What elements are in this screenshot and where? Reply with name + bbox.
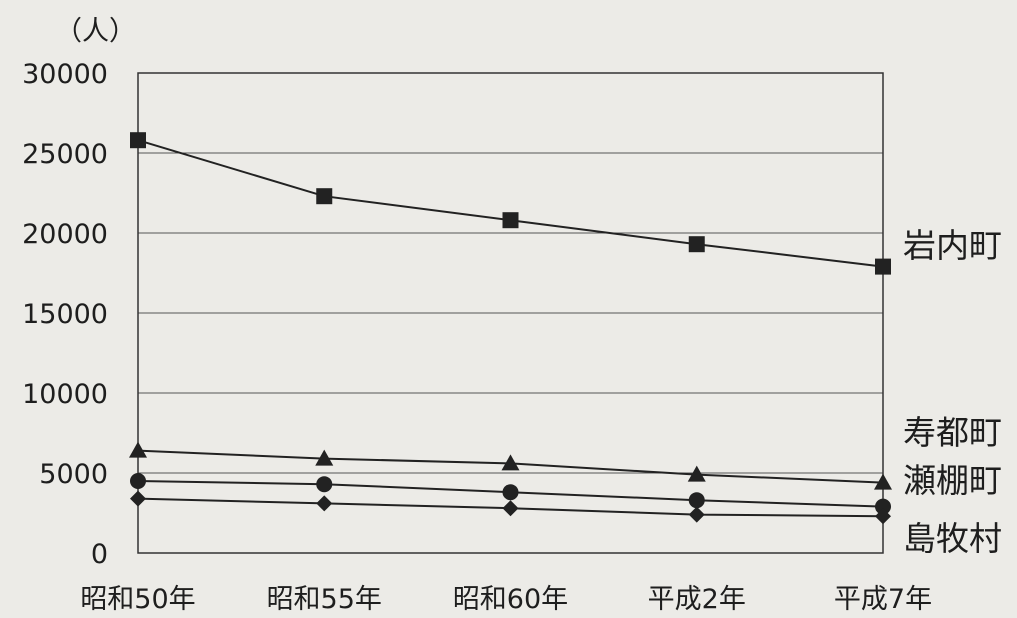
y-axis-unit-label: （人） [55, 16, 136, 47]
x-tick-label: 昭和55年 [267, 584, 382, 615]
diamond-marker [316, 495, 333, 512]
diamond-marker [502, 500, 519, 517]
y-axis-ticks: 30000 25000 20000 15000 10000 5000 0 [22, 59, 108, 570]
series-diamond [130, 490, 891, 525]
plot-area [137, 72, 884, 554]
square-marker [316, 188, 333, 205]
diamond-marker [688, 506, 705, 523]
circle-marker [130, 473, 146, 489]
circle-marker [316, 476, 333, 493]
x-tick-label: 平成2年 [648, 584, 746, 615]
triangle-marker [315, 449, 334, 466]
circle-marker [688, 492, 705, 509]
y-tick-label: 30000 [22, 59, 108, 90]
circle-marker [875, 498, 891, 515]
series-name-label: 寿都町 [903, 413, 1002, 452]
y-tick-label: 0 [91, 539, 108, 570]
y-tick-label: 15000 [22, 299, 108, 330]
series-square [130, 132, 891, 275]
triangle-marker [874, 473, 892, 490]
x-tick-label: 平成7年 [834, 584, 932, 615]
triangle-marker [501, 454, 520, 471]
triangle-marker [687, 465, 706, 482]
series-circle [130, 473, 891, 515]
square-marker [502, 212, 519, 229]
series-name-label: 岩内町 [903, 226, 1002, 265]
x-axis-ticks: 昭和50年 昭和55年 昭和60年 平成2年 平成7年 [80, 584, 932, 615]
series-triangle [129, 441, 892, 490]
diamond-marker [875, 508, 891, 525]
x-tick-label: 昭和60年 [453, 584, 568, 615]
square-marker [130, 132, 146, 149]
circle-marker [502, 484, 519, 501]
diamond-marker [130, 490, 146, 507]
triangle-marker [129, 441, 147, 458]
series-group [129, 132, 892, 525]
y-tick-label: 10000 [22, 379, 108, 410]
series-name-label: 瀬棚町 [903, 461, 1002, 500]
y-tick-label: 25000 [22, 139, 108, 170]
y-tick-label: 20000 [22, 219, 108, 250]
x-tick-label: 昭和50年 [80, 584, 195, 615]
y-tick-label: 5000 [39, 459, 108, 490]
series-line [137, 139, 884, 268]
gridlines [138, 152, 883, 474]
series-name-label: 島牧村 [903, 519, 1002, 558]
square-marker [688, 236, 705, 253]
square-marker [875, 258, 891, 275]
